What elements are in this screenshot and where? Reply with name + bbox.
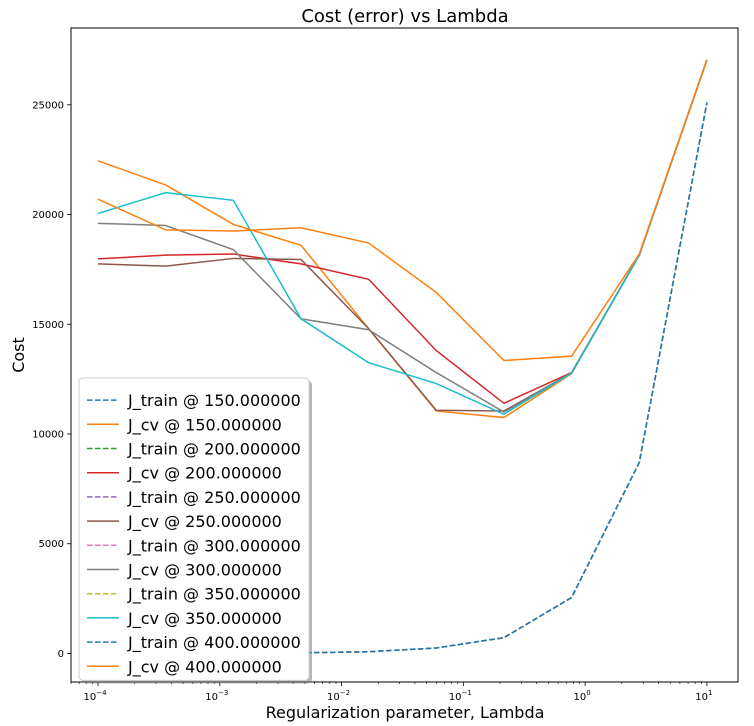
legend-entry-label: J_train @ 150.000000	[127, 391, 301, 411]
legend-entry-label: J_train @ 300.000000	[127, 536, 301, 556]
y-tick-label: 0	[58, 649, 64, 660]
y-tick-label: 10000	[32, 430, 64, 441]
y-axis-label: Cost	[9, 337, 28, 373]
x-tick-label: 101	[695, 689, 712, 703]
x-tick-label: 10−3	[205, 689, 228, 703]
series-line-10	[97, 59, 708, 416]
legend-entry-label: J_cv @ 400.000000	[127, 657, 282, 677]
x-tick-label: 10−2	[327, 689, 350, 703]
legend-entry-label: J_cv @ 200.000000	[127, 464, 282, 484]
legend-entry-label: J_cv @ 350.000000	[127, 609, 282, 629]
y-tick-label: 15000	[32, 320, 64, 331]
y-axis: 0 5000 10000 15000 20000 25000	[32, 100, 71, 660]
chart-title: Cost (error) vs Lambda	[301, 6, 508, 27]
legend: J_train @ 150.000000 J_cv @ 150.000000 J_t…	[78, 377, 312, 684]
x-axis-label: Regularization parameter, Lambda	[266, 703, 545, 722]
legend-entry-label: J_train @ 400.000000	[127, 633, 301, 653]
series-line-12	[97, 59, 708, 362]
x-tick-label: 100	[574, 689, 591, 703]
y-tick-label: 25000	[32, 100, 64, 111]
legend-entry-label: J_cv @ 300.000000	[127, 561, 282, 581]
x-axis: 10−4 10−3 10−2 10−1 100 101	[70, 682, 713, 703]
legend-entry-label: J_train @ 250.000000	[127, 488, 301, 508]
legend-entry-label: J_cv @ 150.000000	[127, 415, 282, 435]
y-tick-label: 5000	[39, 539, 64, 550]
legend-entry-label: J_train @ 350.000000	[127, 585, 301, 605]
plot-border	[70, 27, 739, 683]
legend-entry-label: J_train @ 200.000000	[127, 440, 301, 460]
y-tick-label: 20000	[32, 210, 64, 221]
x-tick-label: 10−1	[449, 689, 472, 703]
legend-entry-label: J_cv @ 250.000000	[127, 512, 282, 532]
legend-box	[78, 377, 310, 681]
x-tick-label: 10−4	[83, 689, 107, 703]
